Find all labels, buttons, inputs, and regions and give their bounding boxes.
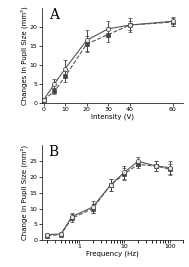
Text: B: B [49,145,59,159]
Y-axis label: Change in Pupil Size (mm²): Change in Pupil Size (mm²) [21,145,28,241]
Y-axis label: Changes in Pupil Size (mm²): Changes in Pupil Size (mm²) [21,6,28,105]
Text: A: A [49,8,59,22]
X-axis label: Frequency (Hz): Frequency (Hz) [86,251,139,257]
X-axis label: Intensity (V): Intensity (V) [91,113,134,120]
